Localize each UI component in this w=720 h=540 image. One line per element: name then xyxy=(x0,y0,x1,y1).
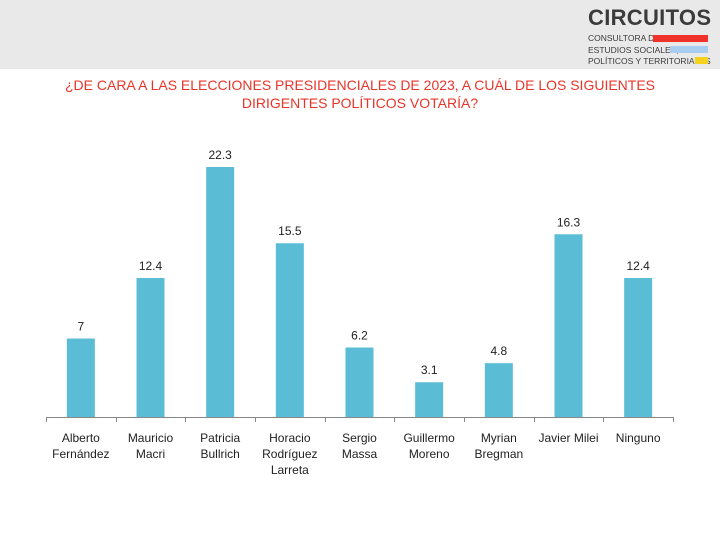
bar-value-label: 12.4 xyxy=(139,259,163,273)
x-tick-label-line: Myrian xyxy=(480,431,517,445)
x-tick-label: Ninguno xyxy=(598,430,678,446)
x-tick-label-line: Bullrich xyxy=(200,447,240,461)
logo-name: CIRCUITOS xyxy=(588,5,712,30)
bar xyxy=(206,167,235,417)
bar xyxy=(345,347,374,417)
x-tick-label-line: Larreta xyxy=(270,463,309,477)
x-tick-label-line: Ninguno xyxy=(615,431,661,445)
bar-value-label: 6.2 xyxy=(351,328,368,342)
x-tick-label: Patricia Bullrich xyxy=(180,430,260,462)
x-tick-label-line: Javier Milei xyxy=(538,431,599,445)
logo-stripe-yellow xyxy=(695,57,708,64)
logo-line-2: ESTUDIOS SOCIALES, xyxy=(588,45,679,55)
x-tick-label: Mauricio Macri xyxy=(111,430,191,462)
x-tick-label: Myrian Bregman xyxy=(459,430,539,462)
x-tick-label-line: Fernández xyxy=(52,447,110,461)
logo-line-1: CONSULTORA DE xyxy=(588,33,660,43)
x-tick-label-line: Alberto xyxy=(61,431,100,445)
bar-value-label: 4.8 xyxy=(490,344,507,358)
bar xyxy=(554,234,583,417)
logo-stripe-blue xyxy=(670,46,708,53)
bar xyxy=(275,243,304,417)
bar xyxy=(66,338,95,417)
bar-value-label: 12.4 xyxy=(626,259,650,273)
x-tick-label: Guillermo Moreno xyxy=(389,430,469,462)
x-tick-label-line: Moreno xyxy=(408,447,450,461)
question-line-1: ¿DE CARA A LAS ELECCIONES PRESIDENCIALES… xyxy=(64,77,656,93)
bar-value-label: 3.1 xyxy=(421,363,438,377)
x-tick-label-line: Bregman xyxy=(474,447,524,461)
x-tick-label: Sergio Massa xyxy=(320,430,400,462)
header-band: CIRCUITOS CONSULTORA DE ESTUDIOS SOCIALE… xyxy=(0,0,720,69)
bar xyxy=(415,382,444,417)
bar-value-label: 16.3 xyxy=(557,215,581,229)
logo-line-3: POLÍTICOS Y TERRITORIALES xyxy=(588,56,711,66)
circuitos-logo: CIRCUITOS CONSULTORA DE ESTUDIOS SOCIALE… xyxy=(588,5,714,66)
x-tick-label-line: Massa xyxy=(341,447,378,461)
bar-value-label: 7 xyxy=(77,320,84,334)
x-tick-label: Alberto Fernández xyxy=(41,430,121,462)
bar xyxy=(484,363,513,417)
x-tick-label-line: Macri xyxy=(135,447,166,461)
bar-value-label: 15.5 xyxy=(278,224,302,238)
x-tick-label-line: Sergio xyxy=(342,431,377,445)
x-tick-label-line: Guillermo xyxy=(403,431,455,445)
x-tick-label-line: Mauricio xyxy=(127,431,174,445)
survey-question: ¿DE CARA A LAS ELECCIONES PRESIDENCIALES… xyxy=(40,76,680,112)
x-tick-label: Horacio Rodríguez Larreta xyxy=(250,430,330,478)
logo-stripe-red xyxy=(653,35,708,42)
x-tick-label: Javier Milei xyxy=(529,430,609,446)
bar xyxy=(136,277,165,417)
question-line-2: DIRIGENTES POLÍTICOS VOTARÍA? xyxy=(241,95,479,111)
x-tick-label-line: Rodríguez xyxy=(262,447,318,461)
bar-value-label: 22.3 xyxy=(208,148,232,162)
x-tick-label-line: Horacio xyxy=(269,431,311,445)
x-tick-label-line: Patricia xyxy=(200,431,241,445)
bar xyxy=(624,277,653,417)
